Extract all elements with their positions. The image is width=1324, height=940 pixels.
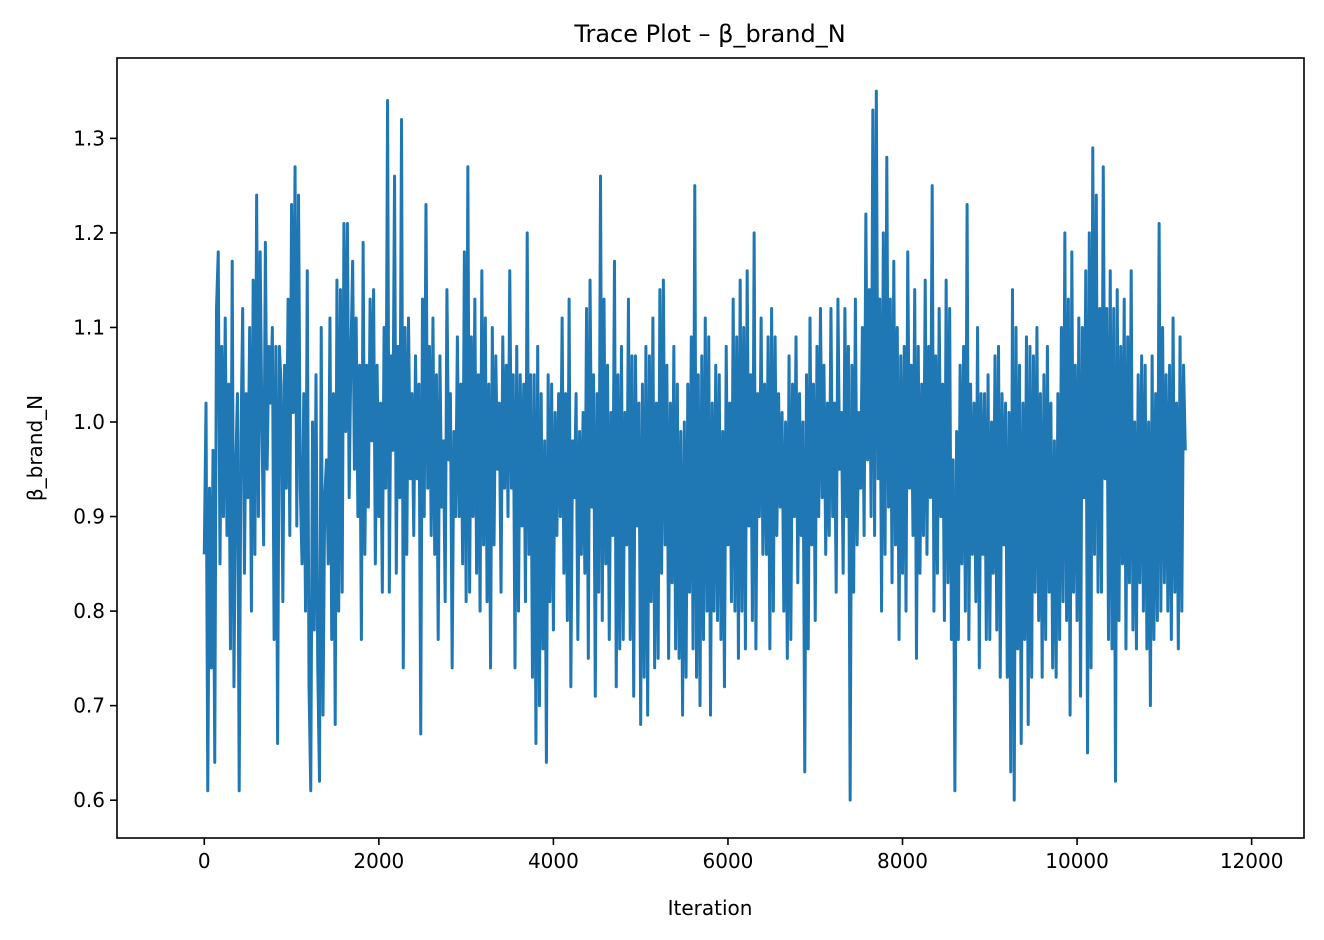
y-tick-label: 0.6 (73, 788, 105, 812)
y-tick-label: 1.0 (73, 410, 105, 434)
x-tick-label: 6000 (703, 849, 754, 873)
x-tick-label: 2000 (353, 849, 404, 873)
y-tick-label: 0.8 (73, 599, 105, 623)
x-tick-label: 4000 (528, 849, 579, 873)
x-tick-label: 8000 (877, 849, 928, 873)
y-axis-label: β_brand_N (23, 395, 47, 501)
series-line-trace (202, 89, 1187, 802)
x-axis-label: Iteration (668, 896, 753, 920)
y-tick-label: 1.1 (73, 315, 105, 339)
y-tick-label: 1.3 (73, 126, 105, 150)
x-tick-label: 12000 (1220, 849, 1284, 873)
plot-frame (116, 57, 1305, 839)
y-tick-label: 0.9 (73, 505, 105, 529)
x-tick-label: 0 (198, 849, 211, 873)
y-tick-label: 0.7 (73, 694, 105, 718)
y-axis-ticks: 0.6 0.7 0.8 0.9 1.0 1.1 1.2 1.3 (73, 126, 117, 812)
y-tick-label: 1.2 (73, 221, 105, 245)
x-axis-ticks: 0 2000 4000 6000 8000 10000 12000 (198, 838, 1284, 873)
x-tick-label: 10000 (1045, 849, 1109, 873)
chart-title: Trace Plot – β_brand_N (573, 20, 845, 48)
